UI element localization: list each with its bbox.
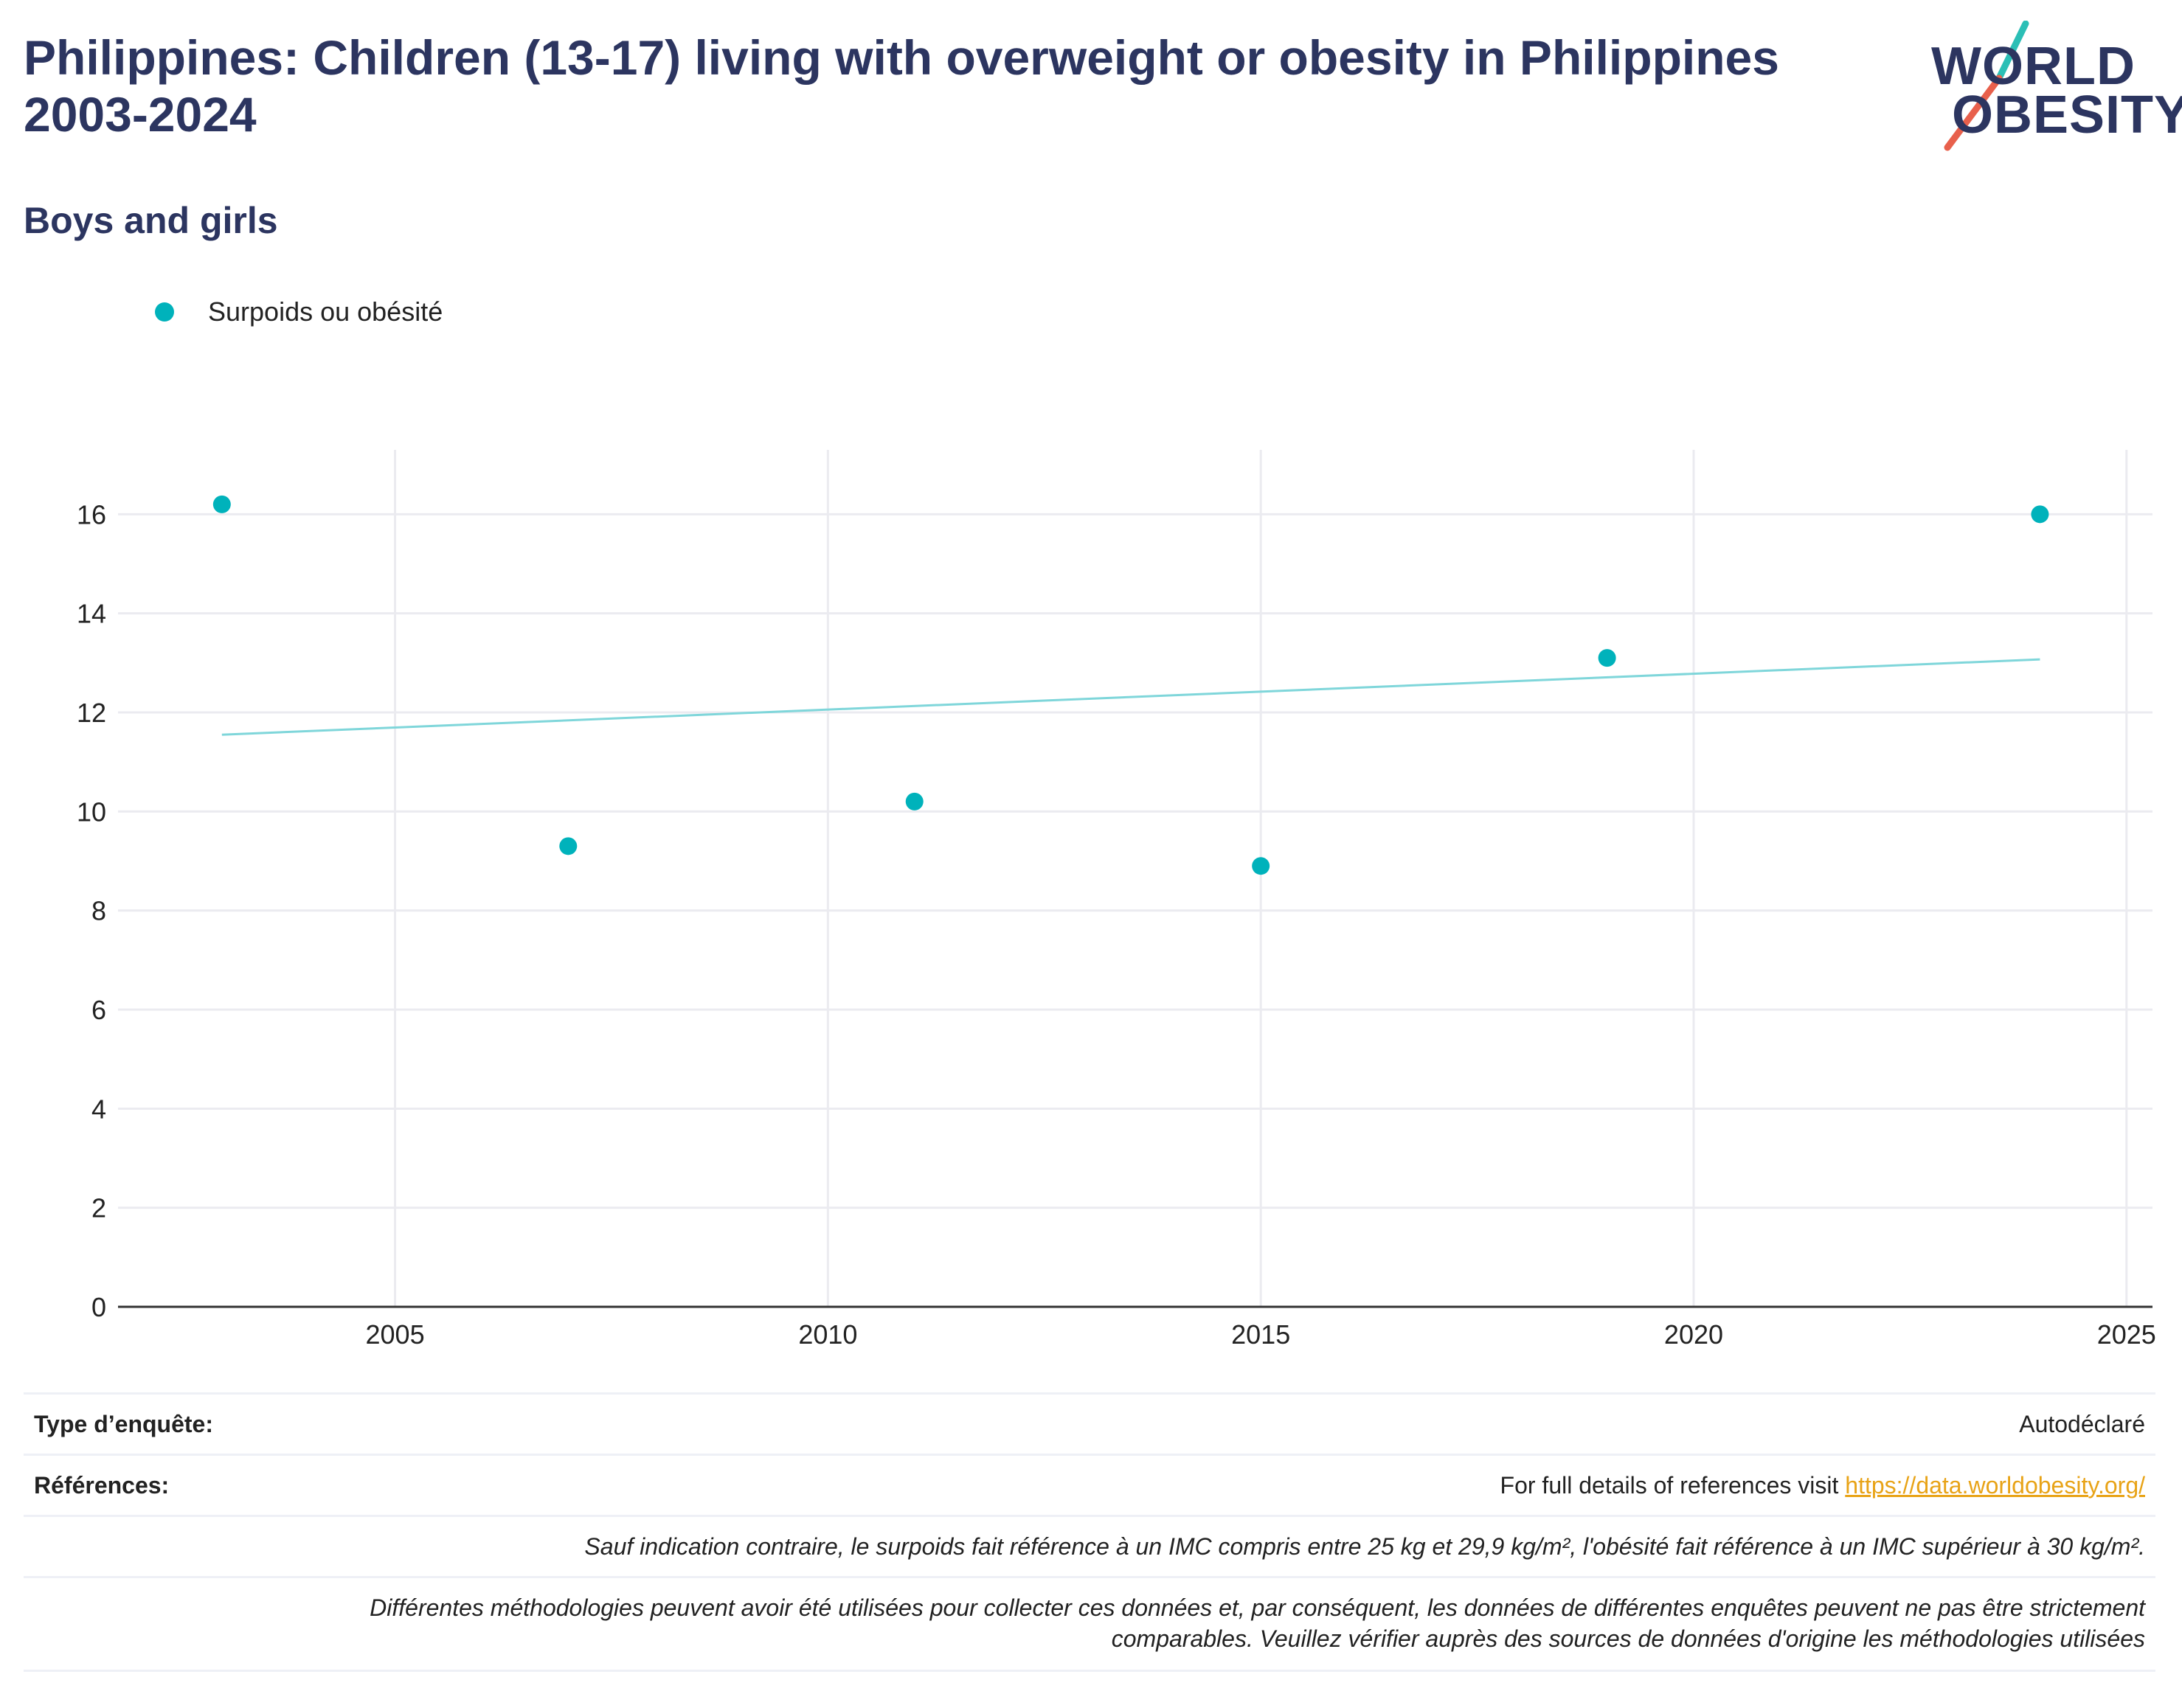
x-tick-label: 2005 <box>366 1319 425 1350</box>
y-tick-label: 2 <box>91 1193 106 1223</box>
references-link[interactable]: https://data.worldobesity.org/ <box>1845 1471 2145 1499</box>
y-tick-label: 16 <box>77 499 106 530</box>
data-point <box>559 837 578 855</box>
data-point <box>212 495 231 513</box>
methodology-note-line-1: Différentes méthodologies peuvent avoir … <box>370 1594 2145 1622</box>
data-point <box>905 792 924 810</box>
logo-word-obesity: OBESITY <box>1952 86 2182 145</box>
x-tick-label: 2020 <box>1664 1319 1723 1350</box>
world-obesity-logo: WORLD OBESITY <box>1925 21 2182 153</box>
chart-title: Philippines: Children (13-17) living wit… <box>24 30 1779 142</box>
survey-type-label: Type d’enquête: <box>34 1410 213 1437</box>
y-tick-label: 0 <box>91 1292 106 1322</box>
y-tick-label: 10 <box>77 796 106 827</box>
chart-subtitle: Boys and girls <box>24 200 278 241</box>
legend-label: Surpoids ou obésité <box>208 296 443 327</box>
methodology-note-line-2: comparables. Veuillez vérifier auprès de… <box>1111 1625 2145 1652</box>
definition-note-row: Sauf indication contraire, le surpoids f… <box>24 1515 2155 1576</box>
data-point <box>2031 505 2049 524</box>
logo-word-world: WORLD <box>1931 37 2136 96</box>
trend-line <box>221 658 2040 736</box>
methodology-note-row: Différentes méthodologies peuvent avoir … <box>24 1576 2155 1672</box>
methodology-note: Différentes méthodologies peuvent avoir … <box>370 1593 2145 1654</box>
y-tick-label: 12 <box>77 698 106 728</box>
references-row: Références: For full details of referenc… <box>24 1454 2155 1515</box>
logo-slash-icon <box>1944 21 2029 151</box>
references-text: For full details of references visit <box>1500 1471 1846 1499</box>
references-label: Références: <box>34 1471 170 1499</box>
survey-type-value: Autodéclaré <box>2019 1410 2145 1437</box>
y-tick-label: 4 <box>91 1094 106 1124</box>
y-tick-label: 6 <box>91 995 106 1025</box>
data-point <box>1252 857 1270 875</box>
info-table: Type d’enquête: Autodéclaré Références: … <box>24 1392 2155 1672</box>
x-tick-label: 2015 <box>1231 1319 1290 1350</box>
x-tick-label: 2025 <box>2097 1319 2156 1350</box>
scatter-chart: 0 2 4 6 8 10 12 14 16 2005 2010 2015 2020 2025 <box>77 450 2156 1350</box>
data-point <box>1598 649 1616 667</box>
survey-type-row: Type d’enquête: Autodéclaré <box>24 1392 2155 1454</box>
legend-marker-dot <box>155 302 174 322</box>
definition-note: Sauf indication contraire, le surpoids f… <box>584 1532 2145 1560</box>
y-tick-label: 14 <box>77 599 106 629</box>
chart-legend: Surpoids ou obésité <box>155 296 443 327</box>
x-tick-label: 2010 <box>798 1319 857 1350</box>
y-tick-label: 8 <box>91 896 106 926</box>
references-value: For full details of references visit htt… <box>1500 1472 2145 1499</box>
